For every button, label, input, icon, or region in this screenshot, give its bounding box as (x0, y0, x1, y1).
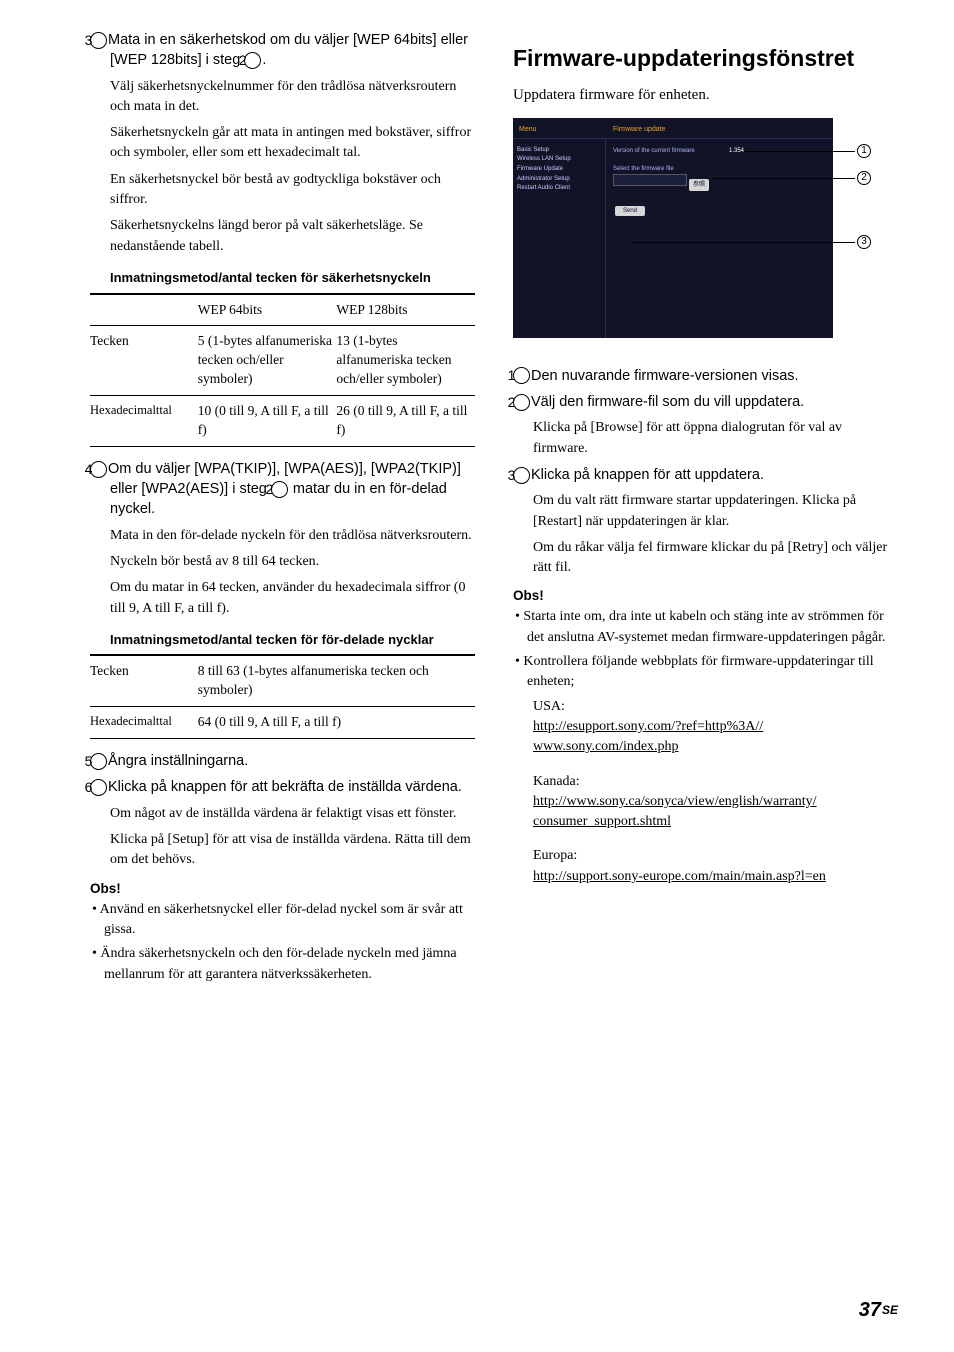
r-step3-p1: Om du valt rätt firmware startar uppdate… (533, 491, 898, 532)
step-number-4: 4 (90, 461, 107, 478)
step-number-6: 6 (90, 779, 107, 796)
shot-sidebar: Basic Setup Wireless LAN Setup Firmware … (513, 142, 605, 232)
page-number: 37SE (859, 1299, 898, 1322)
usa-label: USA: (533, 697, 898, 717)
t2-r1c1: 8 till 63 (1-bytes alfanumeriska tecken … (198, 655, 475, 706)
left-obs-title: Obs! (90, 881, 475, 896)
table1-title: Inmatningsmetod/antal tecken för säkerhe… (110, 269, 475, 287)
step3-p2: Säkerhetsnyckeln går att mata in antinge… (110, 123, 475, 164)
r-step2-heading: 2Välj den firmware-fil som du vill uppda… (513, 392, 898, 412)
shot-menu-label: Menu (519, 126, 537, 133)
step4-heading: 4Om du väljer [WPA(TKIP)], [WPA(AES)], [… (90, 459, 475, 520)
shot-version-value: 1.354 (729, 148, 744, 154)
shot-version-label: Version of the current firmware (613, 148, 695, 154)
callout-2-icon: 2 (857, 171, 871, 185)
right-obs-title: Obs! (513, 588, 898, 603)
step3-p3: En säkerhetsnyckel bör bestå av godtyckl… (110, 170, 475, 211)
r-step-number-3: 3 (513, 467, 530, 484)
links-usa: USA: http://esupport.sony.com/?ref=http%… (533, 697, 898, 758)
section-title: Firmware-uppdateringsfönstret (513, 44, 898, 73)
can-label: Kanada: (533, 772, 898, 792)
t1-r1c1: 5 (1-bytes alfanumeriska tecken och/elle… (198, 326, 337, 396)
shot-browse-button: 参照 (689, 179, 709, 191)
preshared-key-table: Tecken 8 till 63 (1-bytes alfanumeriska … (90, 654, 475, 739)
t1-h1: WEP 64bits (198, 294, 337, 326)
step-number-3: 3 (90, 32, 107, 49)
step4-p1: Mata in den för-delade nyckeln för den t… (110, 526, 475, 546)
step6-p1: Om något av de inställda värdena är fela… (110, 804, 475, 824)
can-link-b[interactable]: consumer_support.shtml (533, 814, 671, 829)
eur-link[interactable]: http://support.sony-europe.com/main/main… (533, 869, 826, 884)
step5-heading: 5Ångra inställningarna. (90, 751, 475, 771)
right-obs-list: Starta inte om, dra inte ut kabeln och s… (513, 607, 898, 692)
callout-1-icon: 1 (857, 144, 871, 158)
step4-p3: Om du matar in 64 tecken, använder du he… (110, 578, 475, 619)
step4-p2: Nyckeln bör bestå av 8 till 64 tecken. (110, 552, 475, 572)
t2-r2c0: Hexadecimalttal (90, 707, 198, 739)
usa-link-b[interactable]: www.sony.com/index.php (533, 739, 679, 754)
left-obs-b2: Ändra säkerhetsnyckeln och den för-delad… (90, 944, 475, 985)
can-link-a[interactable]: http://www.sony.ca/sonyca/view/english/w… (533, 794, 817, 809)
usa-link-a[interactable]: http://esupport.sony.com/?ref=http%3A// (533, 719, 763, 734)
section-intro: Uppdatera firmware för enheten. (513, 87, 898, 104)
t1-r2c0: Hexadecimalttal (90, 396, 198, 447)
step6-heading: 6Klicka på knappen för att bekräfta de i… (90, 777, 475, 797)
shot-file-input (613, 174, 687, 186)
r-step3-p2: Om du råkar välja fel firmware klickar d… (533, 538, 898, 579)
t1-r1c0: Tecken (90, 326, 198, 396)
t1-h0 (90, 294, 198, 326)
t1-r2c2: 26 (0 till 9, A till F, a till f) (336, 396, 475, 447)
left-obs-list: Använd en säkerhetsnyckel eller för-dela… (90, 900, 475, 985)
eur-label: Europa: (533, 846, 898, 866)
callout-3-icon: 3 (857, 235, 871, 249)
links-europe: Europa: http://support.sony-europe.com/m… (533, 846, 898, 887)
t1-h2: WEP 128bits (336, 294, 475, 326)
left-obs-b1: Använd en säkerhetsnyckel eller för-dela… (90, 900, 475, 941)
t1-r1c2: 13 (1-bytes alfanumeriska tecken och/ell… (336, 326, 475, 396)
shot-header-label: Firmware update (613, 126, 666, 133)
step-number-5: 5 (90, 753, 107, 770)
t2-r2c1: 64 (0 till 9, A till F, a till f) (198, 707, 475, 739)
table2-title: Inmatningsmetod/antal tecken för för-del… (110, 631, 475, 649)
t1-r2c1: 10 (0 till 9, A till F, a till f) (198, 396, 337, 447)
right-column: Firmware-uppdateringsfönstret Uppdatera … (513, 30, 898, 989)
t2-r1c0: Tecken (90, 655, 198, 706)
r-step3-heading: 3Klicka på knappen för att uppdatera. (513, 465, 898, 485)
shot-send-button: Send (615, 206, 645, 216)
step3-p4: Säkerhetsnyckelns längd beror på valt sä… (110, 216, 475, 257)
r-step-number-1: 1 (513, 367, 530, 384)
ref-step-2a: 2 (244, 52, 261, 69)
links-canada: Kanada: http://www.sony.ca/sonyca/view/e… (533, 772, 898, 833)
security-key-table: WEP 64bits WEP 128bits Tecken 5 (1-bytes… (90, 293, 475, 447)
step3-heading: 3Mata in en säkerhetskod om du väljer [W… (90, 30, 475, 71)
firmware-screenshot: Menu Firmware update Basic Setup Wireles… (513, 118, 873, 348)
step6-p2: Klicka på [Setup] för att visa de instäl… (110, 830, 475, 871)
step3-p1: Välj säkerhetsnyckelnummer för den trådl… (110, 77, 475, 118)
r-step1-heading: 1Den nuvarande firmware-versionen visas. (513, 366, 898, 386)
ref-step-2b: 2 (271, 481, 288, 498)
r-step2-p1: Klicka på [Browse] för att öppna dialogr… (533, 418, 898, 459)
r-step-number-2: 2 (513, 394, 530, 411)
right-obs-b1: Starta inte om, dra inte ut kabeln och s… (513, 607, 898, 648)
right-obs-b2: Kontrollera följande webbplats för firmw… (513, 652, 898, 693)
shot-file-row: 参照 (613, 174, 709, 191)
shot-select-label: Select the firmware file (613, 166, 674, 172)
left-column: 3Mata in en säkerhetskod om du väljer [W… (90, 30, 475, 989)
